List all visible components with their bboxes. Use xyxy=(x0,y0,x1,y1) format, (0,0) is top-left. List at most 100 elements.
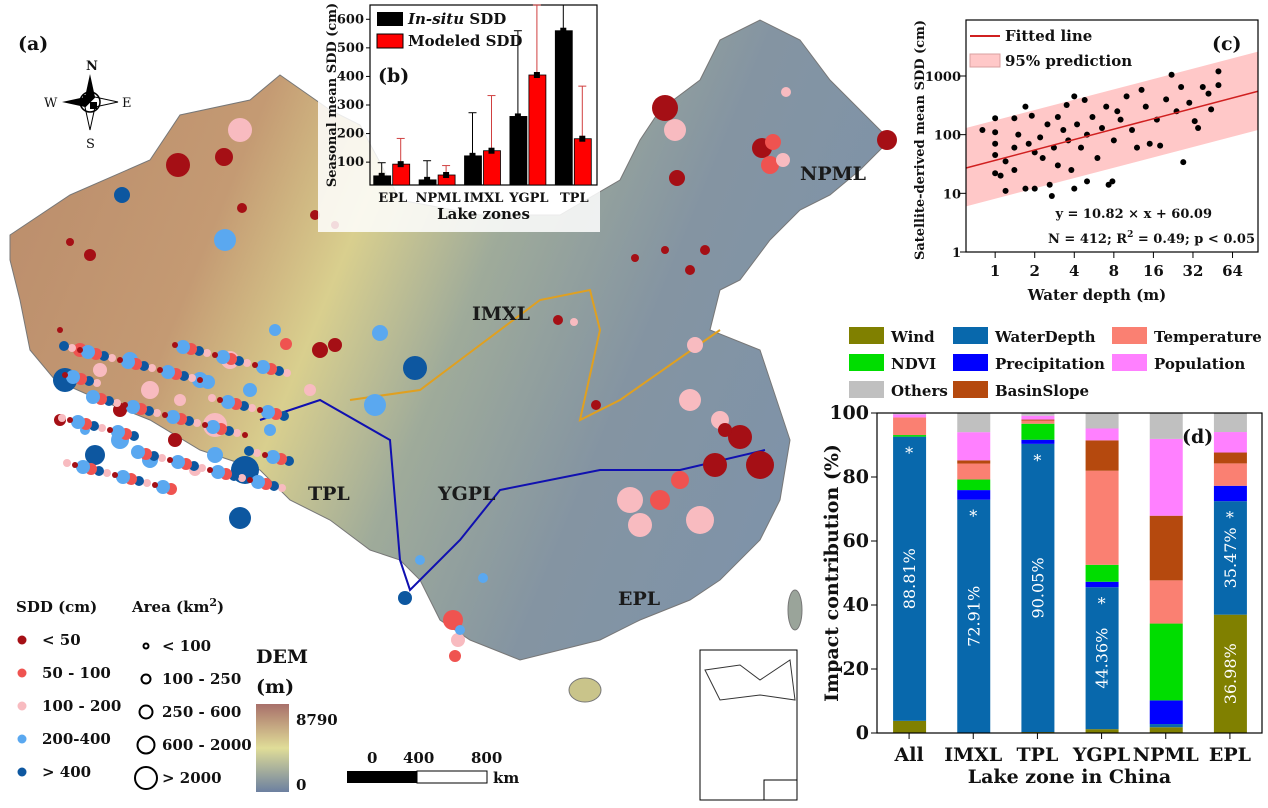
stacked-segment-others xyxy=(1085,413,1119,429)
lake-marker xyxy=(58,414,66,422)
lake-marker xyxy=(221,395,235,409)
legend-label-precipitation: Precipitation xyxy=(995,355,1105,373)
plot-frame xyxy=(965,19,1259,253)
lake-marker xyxy=(77,347,83,353)
legend-rest: SDD xyxy=(464,10,506,28)
lake-marker xyxy=(304,384,316,396)
legend-label-population: Population xyxy=(1154,355,1245,373)
lake-marker xyxy=(248,404,256,412)
lake-marker xyxy=(157,367,163,373)
lake-marker xyxy=(216,350,230,364)
lake-marker xyxy=(261,405,275,419)
scatter-point xyxy=(992,140,999,147)
significance-star: * xyxy=(905,444,913,463)
lake-marker xyxy=(443,610,463,630)
zone-label-ygpl: YGPL xyxy=(437,483,495,505)
dem-min: 0 xyxy=(296,776,306,794)
bar-mean-marker xyxy=(397,161,404,168)
compass-s: S xyxy=(86,137,95,152)
scatter-point xyxy=(1205,90,1212,97)
lake-marker xyxy=(93,379,101,387)
map-panel: (a) IMXL TPL YGPL EPL NPML N S E W SDD (… xyxy=(9,19,897,801)
lake-marker xyxy=(62,372,68,378)
scale-unit: km xyxy=(493,769,519,787)
lake-marker xyxy=(687,337,703,353)
lake-marker xyxy=(207,467,213,473)
scatter-point xyxy=(1208,106,1215,113)
area-legend-label: 250 - 600 xyxy=(162,703,241,721)
legend-swatch-precipitation xyxy=(953,354,988,371)
lake-marker xyxy=(188,374,196,382)
lake-marker xyxy=(215,148,233,166)
legend-label-wind: Wind xyxy=(890,328,935,346)
x-tick-label: All xyxy=(893,744,923,766)
scatter-point xyxy=(1215,82,1222,89)
scatter-point xyxy=(1068,166,1075,173)
lake-marker xyxy=(570,318,578,326)
area-legend-swatch xyxy=(140,673,152,685)
stacked-segment-wind xyxy=(1085,729,1119,733)
legend-swatch-band xyxy=(969,53,1001,68)
lake-marker xyxy=(98,424,106,432)
x-tick-label: NPML xyxy=(415,191,460,206)
stacked-segment-others xyxy=(1149,413,1183,439)
scatter-point xyxy=(1060,127,1067,134)
lake-marker xyxy=(156,480,170,494)
lake-marker xyxy=(631,254,639,262)
lake-marker xyxy=(171,455,185,469)
area-legend-swatch xyxy=(136,735,156,755)
legend-label-waterdepth: WaterDepth xyxy=(994,328,1096,346)
lake-marker xyxy=(59,341,69,351)
y-tick-label: 500 xyxy=(337,41,364,56)
scatter-point xyxy=(1081,96,1088,103)
lake-marker xyxy=(141,381,159,399)
stacked-segment-waterdepth xyxy=(1085,587,1119,730)
lake-marker xyxy=(121,355,135,369)
lake-marker xyxy=(114,187,130,203)
lake-marker xyxy=(112,472,118,478)
zone-label-npml: NPML xyxy=(800,163,866,185)
lake-marker xyxy=(243,383,257,397)
legend-label-others: Others xyxy=(891,382,948,400)
lake-marker xyxy=(403,356,427,380)
stacked-segment-temperature xyxy=(1021,420,1055,424)
stacked-segment-temperature xyxy=(957,463,991,480)
significance-star: * xyxy=(1098,594,1106,613)
bar-modeled-sdd xyxy=(483,150,501,186)
scatter-point xyxy=(1028,112,1035,119)
stacked-segment-waterdepth xyxy=(893,436,927,721)
scatter-point xyxy=(1133,144,1140,151)
lake-marker xyxy=(372,325,388,341)
y-tick-label: 1 xyxy=(952,246,961,261)
scatter-point xyxy=(992,170,999,177)
y-tick-label: 0 xyxy=(856,722,869,744)
x-tick-label: TPL xyxy=(1017,744,1059,766)
stacked-segment-ndvi xyxy=(893,435,927,437)
lake-marker xyxy=(116,470,130,484)
scatter-point xyxy=(1002,187,1009,194)
scatter-point xyxy=(1054,162,1061,169)
lake-marker xyxy=(93,363,107,377)
dem-legend: DEM (m) 8790 0 xyxy=(256,646,338,794)
lake-marker xyxy=(553,315,563,325)
lake-marker xyxy=(591,400,601,410)
scatter-point xyxy=(1039,155,1046,162)
lake-marker xyxy=(628,513,652,537)
x-tick-label: 2 xyxy=(1029,262,1039,280)
lake-marker xyxy=(162,412,168,418)
lake-marker xyxy=(229,507,251,529)
lake-marker xyxy=(176,340,190,354)
lake-marker xyxy=(131,445,145,459)
legend-italic: In-situ xyxy=(407,10,464,28)
legend-swatch-others xyxy=(849,381,884,398)
dem-unit: (m) xyxy=(256,676,294,698)
lake-marker xyxy=(68,344,76,352)
y-tick-label: 1000 xyxy=(925,70,961,85)
lake-marker xyxy=(238,474,246,482)
x-tick-label: EPL xyxy=(1209,744,1251,766)
south-china-sea-inset xyxy=(699,649,798,801)
stacked-segment-waterdepth xyxy=(1213,501,1247,615)
scatter-point xyxy=(992,152,999,159)
lake-marker xyxy=(167,457,173,463)
scatter-point xyxy=(1022,185,1029,192)
